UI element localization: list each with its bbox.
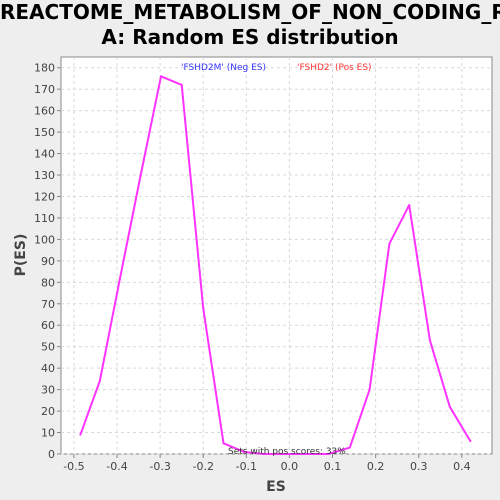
- x-axis-label: ES: [266, 479, 286, 495]
- data-point-0-2: [118, 281, 121, 284]
- y-tick-label-0: 0: [48, 448, 55, 461]
- y-tick-label-15: 150: [34, 126, 55, 139]
- plot-area: [60, 56, 493, 455]
- data-point-0-18: [448, 405, 451, 408]
- data-point-0-16: [408, 204, 411, 207]
- y-tick-label-9: 90: [41, 255, 55, 268]
- y-tick-label-18: 180: [34, 62, 55, 75]
- y-axis-label: P(ES): [13, 234, 29, 277]
- legend-pos-es: 'FSHD2' (Pos ES): [297, 63, 372, 73]
- data-point-0-12: [327, 453, 330, 455]
- y-tick-label-10: 100: [34, 233, 55, 246]
- x-tick-label-3: -0.2: [192, 460, 213, 473]
- data-point-0-17: [428, 339, 431, 342]
- y-tick-label-4: 40: [41, 362, 55, 375]
- x-tick-label-5: 0.0: [281, 460, 299, 473]
- data-point-0-14: [368, 388, 371, 391]
- x-tick-label-7: 0.2: [367, 460, 385, 473]
- y-tick-label-3: 30: [41, 384, 55, 397]
- pos-scores-annotation: Sets with pos scores: 33%: [228, 447, 346, 457]
- x-axis-ticks: -0.5 -0.4 -0.3 -0.2 -0.1 0.0 0.1 0.2 0.3 0.4: [63, 454, 471, 473]
- x-tick-label-6: 0.1: [324, 460, 342, 473]
- series-lines: [79, 75, 472, 455]
- x-tick-label-4: -0.1: [236, 460, 257, 473]
- y-tick-label-6: 60: [41, 319, 55, 332]
- chart-title-line-2: A: Random ES distribution: [101, 25, 399, 49]
- data-point-0-5: [180, 83, 183, 86]
- y-tick-label-5: 50: [41, 341, 55, 354]
- data-point-0-15: [388, 242, 391, 245]
- data-point-0-0: [79, 433, 82, 436]
- y-tick-label-1: 10: [41, 427, 55, 440]
- data-point-0-9: [262, 453, 265, 455]
- data-point-0-13: [348, 446, 351, 449]
- y-tick-label-13: 130: [34, 169, 55, 182]
- data-point-0-8: [243, 450, 246, 453]
- x-tick-label-8: 0.3: [410, 460, 428, 473]
- x-tick-label-2: -0.3: [149, 460, 170, 473]
- data-point-0-4: [159, 75, 162, 78]
- y-tick-label-7: 70: [41, 298, 55, 311]
- chart-title: REACTOME_METABOLISM_OF_NON_CODING_RN A: …: [0, 0, 500, 52]
- y-axis-ticks: 0 10 20 30 40 50 60 70 80 90 100 110 120 130 140 150 160…: [34, 62, 61, 461]
- chart-title-line-1: REACTOME_METABOLISM_OF_NON_CODING_RN: [0, 0, 500, 24]
- y-tick-label-11: 110: [34, 212, 55, 225]
- y-tick-label-17: 170: [34, 83, 55, 96]
- y-tick-label-12: 120: [34, 190, 55, 203]
- y-tick-label-14: 140: [34, 148, 55, 161]
- y-tick-label-16: 160: [34, 105, 55, 118]
- x-tick-label-0: -0.5: [63, 460, 84, 473]
- data-point-0-3: [139, 174, 142, 177]
- data-point-0-6: [202, 307, 205, 310]
- x-tick-label-9: 0.4: [453, 460, 471, 473]
- legend-neg-es: 'FSHD2M' (Neg ES): [181, 63, 266, 73]
- grid: [61, 57, 492, 455]
- data-point-0-1: [98, 380, 101, 383]
- es-distribution-line-0: [79, 75, 472, 455]
- data-point-0-11: [305, 453, 308, 455]
- data-point-0-10: [284, 453, 287, 455]
- x-tick-label-1: -0.4: [106, 460, 127, 473]
- data-point-0-7: [222, 442, 225, 445]
- data-point-0-19: [469, 440, 472, 443]
- y-tick-label-8: 80: [41, 276, 55, 289]
- y-tick-label-2: 20: [41, 405, 55, 418]
